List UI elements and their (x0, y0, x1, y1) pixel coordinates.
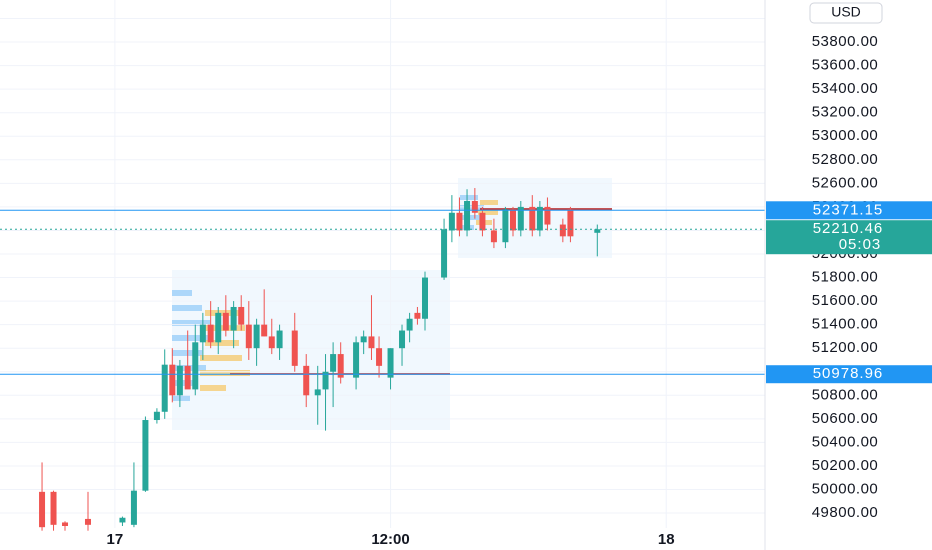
price-label-box (766, 365, 932, 384)
y-tick-label: 53200.00 (812, 104, 879, 121)
candle-body (509, 209, 516, 231)
y-tick-label: 50400.00 (812, 433, 879, 450)
y-tick-label: 49800.00 (812, 504, 879, 521)
candle-body (142, 420, 149, 491)
candle-body (207, 324, 214, 343)
candle-body (337, 354, 344, 378)
candle-body (153, 411, 160, 421)
candle-body (471, 201, 478, 213)
price-label-box (766, 220, 932, 255)
countdown-label: 05:03 (839, 236, 882, 253)
candle-body (84, 518, 91, 525)
candle-body (479, 212, 486, 231)
candle-body (594, 229, 601, 233)
candle-body (414, 312, 421, 319)
y-tick-label: 50000.00 (812, 480, 879, 497)
x-tick-label: 18 (658, 531, 675, 548)
candle-body (199, 324, 206, 343)
y-tick-label: 51800.00 (812, 269, 879, 286)
y-tick-label: 51200.00 (812, 339, 879, 356)
y-tick-label: 53600.00 (812, 57, 879, 74)
candle-body (303, 365, 310, 396)
candle-body (215, 312, 222, 343)
candle-body (322, 371, 329, 390)
candle-body (376, 348, 383, 366)
grid (0, 0, 765, 528)
candle-body (517, 206, 524, 231)
price-label: 52371.15 (813, 201, 884, 218)
candle-body (559, 224, 566, 237)
profile-box (172, 270, 450, 430)
candle-body (387, 348, 394, 378)
candle-body (119, 517, 126, 523)
candle-body (544, 206, 551, 225)
candle-body (330, 354, 337, 372)
y-tick-label: 53400.00 (812, 80, 879, 97)
currency-box[interactable] (809, 2, 883, 24)
candle-body (529, 206, 536, 231)
axes: 49800.00 50000.00 50200.00 50400.00 50600.00… (107, 9, 932, 548)
candle-body (456, 212, 463, 231)
y-tick-label: 50800.00 (812, 386, 879, 403)
candle-body (268, 336, 275, 349)
currency-button[interactable]: USD (809, 2, 883, 24)
candles (0, 188, 765, 531)
y-tick-label: 53800.00 (812, 33, 879, 50)
candle-body (502, 209, 509, 243)
candle-body (253, 324, 260, 349)
candle-body (360, 336, 367, 343)
y-tick-label: 51400.00 (812, 316, 879, 333)
candle-body (490, 230, 497, 243)
candle-body (130, 490, 137, 525)
price-label: 52210.46 (813, 220, 884, 237)
candle-body (62, 522, 69, 526)
y-tick-label: 53000.00 (812, 127, 879, 144)
candle-body (184, 365, 191, 390)
candle-body (406, 318, 413, 331)
candle-body (422, 277, 428, 319)
candle-body (567, 209, 574, 237)
candle-body (399, 330, 406, 349)
x-tick-label: 17 (107, 531, 124, 548)
currency-label[interactable]: USD (831, 4, 861, 20)
candle-body (261, 324, 268, 337)
y-tick-label: 51600.00 (812, 292, 879, 309)
candle-body (39, 491, 46, 528)
candle-body (291, 330, 298, 366)
x-tick-label: 12:00 (371, 531, 409, 548)
candle-body (176, 365, 183, 396)
y-tick-label: 52800.00 (812, 151, 879, 168)
candle-body (314, 389, 321, 396)
candle-body (50, 491, 57, 525)
y-tick-label: 52600.00 (812, 174, 879, 191)
candle-body (230, 306, 237, 331)
candle-body (353, 342, 360, 378)
candle-body (192, 342, 199, 390)
candle-body (464, 201, 471, 231)
candle-body (536, 206, 543, 231)
candle-body (276, 330, 283, 349)
candle-body (161, 364, 168, 412)
y-tick-label: 50600.00 (812, 410, 879, 427)
candle-body (245, 324, 252, 349)
candle-body (368, 336, 375, 349)
candle-body (169, 364, 176, 396)
price-label-box (766, 201, 932, 220)
candle-body (222, 312, 229, 331)
candle-body (238, 306, 245, 325)
candle-body (448, 212, 455, 231)
candle-body (441, 229, 448, 278)
price-label: 50978.96 (813, 365, 884, 382)
y-tick-label: 50200.00 (812, 457, 879, 474)
